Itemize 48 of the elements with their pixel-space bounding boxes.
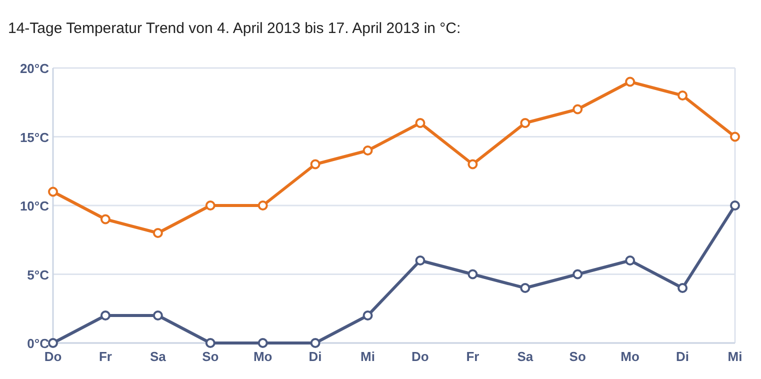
- x-tick-label: Di: [676, 349, 690, 364]
- x-tick-label: Do: [44, 349, 62, 364]
- point: [205, 338, 216, 348]
- point: [520, 118, 530, 128]
- y-tick-label: 15°C: [20, 130, 50, 145]
- point: [520, 283, 530, 293]
- point: [415, 118, 426, 128]
- x-tick-label: So: [569, 349, 586, 364]
- point: [152, 310, 163, 320]
- point: [468, 269, 478, 280]
- point: [362, 146, 373, 156]
- y-tick-label: 0°C: [27, 336, 50, 351]
- point: [258, 200, 268, 210]
- point: [730, 132, 740, 142]
- x-tick-label: Fr: [466, 349, 480, 364]
- point: [572, 269, 583, 280]
- y-tick-label: 10°C: [20, 198, 50, 214]
- x-tick-label: Mi: [360, 349, 375, 364]
- point: [152, 228, 163, 238]
- x-tick-label: Mo: [620, 349, 640, 364]
- point: [100, 310, 110, 320]
- point: [678, 90, 688, 100]
- point: [100, 214, 110, 224]
- point: [48, 338, 58, 348]
- y-tick-label: 5°C: [27, 267, 50, 282]
- y-tick-label: 20°C: [20, 61, 50, 76]
- point: [730, 200, 740, 210]
- point: [258, 338, 268, 348]
- point: [468, 159, 478, 170]
- x-tick-label: Di: [308, 349, 322, 364]
- point: [625, 256, 636, 266]
- point: [415, 256, 426, 266]
- x-tick-label: So: [202, 349, 219, 364]
- point: [205, 200, 216, 210]
- x-tick-label: Sa: [517, 349, 534, 364]
- point: [625, 76, 636, 87]
- point: [572, 104, 583, 114]
- chart-title: 14-Tage Temperatur Trend von 4. April 2013 bis 17. April 2013 in °C:: [8, 20, 461, 37]
- x-tick-label: Fr: [98, 349, 112, 364]
- point: [310, 338, 320, 348]
- x-tick-label: Sa: [150, 349, 167, 364]
- x-tick-label: Mi: [728, 349, 742, 364]
- point: [48, 186, 58, 197]
- x-tick-label: Mo: [253, 349, 272, 364]
- point: [678, 283, 688, 293]
- x-tick-label: Do: [412, 349, 429, 364]
- point: [310, 159, 320, 170]
- point: [362, 310, 373, 320]
